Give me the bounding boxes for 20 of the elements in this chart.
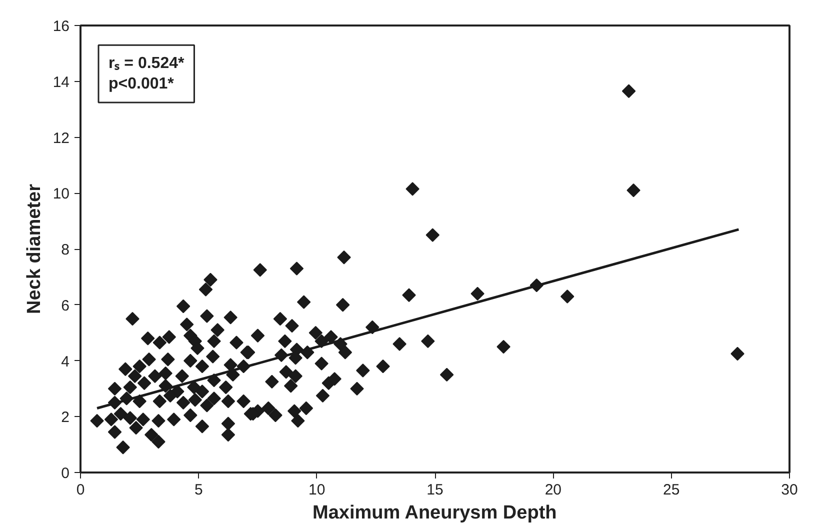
y-tick-label: 4 — [61, 353, 70, 370]
y-tick-label: 12 — [52, 130, 70, 147]
x-tick-label: 0 — [76, 482, 85, 498]
y-tick-label: 16 — [52, 18, 70, 35]
x-tick-label: 5 — [194, 482, 203, 498]
y-axis-title: Neck diameter — [24, 183, 45, 314]
y-tick-label: 0 — [61, 465, 70, 482]
annotation: rₛ = 0.524* — [108, 55, 185, 72]
annotation: p<0.001* — [108, 76, 175, 92]
y-tick-label: 8 — [61, 242, 70, 258]
x-tick-label: 15 — [426, 482, 444, 498]
x-tick-label: 10 — [308, 482, 326, 498]
y-tick-label: 6 — [61, 297, 70, 314]
y-tick-label: 2 — [61, 409, 70, 426]
x-tick-label: 30 — [781, 482, 798, 498]
x-tick-label: 25 — [662, 482, 680, 498]
x-axis-title: Maximum Aneurysm Depth — [312, 502, 557, 524]
y-tick-label: 14 — [52, 74, 70, 91]
y-tick-label: 10 — [52, 186, 70, 203]
x-tick-label: 20 — [544, 482, 562, 498]
